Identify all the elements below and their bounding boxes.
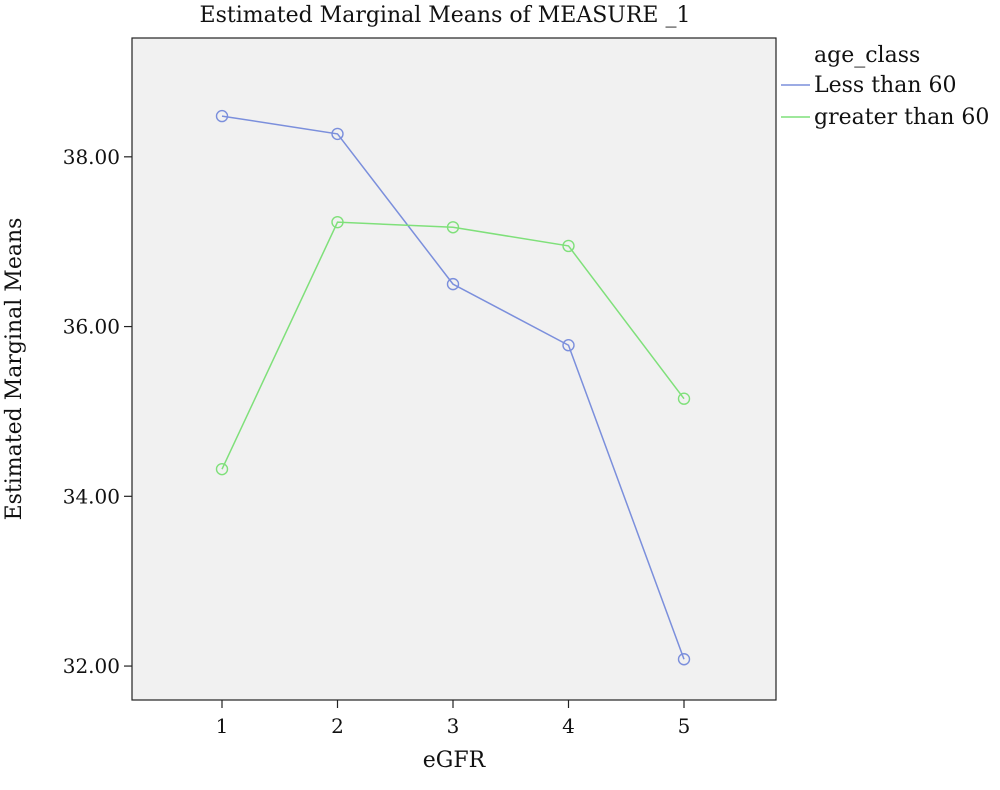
x-axis: 1 2 3 4 5	[216, 700, 691, 738]
data-point	[562, 339, 575, 352]
legend-title: age_class	[814, 43, 920, 68]
series-layer	[215, 109, 691, 666]
y-tick-label: 36.00	[63, 315, 120, 339]
x-axis-label: eGFR	[423, 748, 487, 773]
x-tick-label: 2	[331, 714, 344, 738]
legend-item-label: Less than 60	[814, 73, 956, 98]
data-point	[562, 239, 575, 253]
y-tick-label: 34.00	[63, 484, 120, 508]
data-point	[446, 221, 460, 234]
data-point	[215, 462, 229, 476]
data-point	[215, 109, 229, 123]
legend-item-label: greater than 60	[814, 105, 989, 130]
y-tick-label: 32.00	[63, 654, 120, 678]
y-axis: 32.00 34.00 36.00 38.00	[63, 145, 132, 678]
data-point	[677, 653, 691, 666]
data-point	[331, 127, 344, 141]
x-tick-label: 1	[216, 714, 229, 738]
series-line-1	[221, 115, 685, 660]
plot-area	[131, 37, 777, 701]
y-axis-label: Estimated Marginal Means	[2, 218, 27, 521]
x-tick-label: 4	[562, 714, 575, 738]
legend: age_class Less than 60 greater than 60	[781, 43, 989, 130]
series-line-2	[221, 221, 685, 470]
x-tick-label: 3	[447, 714, 460, 738]
data-point	[677, 392, 691, 405]
x-tick-label: 5	[678, 714, 691, 738]
y-tick-label: 38.00	[63, 145, 120, 169]
chart-title: Estimated Marginal Means of MEASURE _1	[200, 3, 691, 28]
data-point	[446, 277, 460, 291]
data-point	[331, 215, 344, 229]
